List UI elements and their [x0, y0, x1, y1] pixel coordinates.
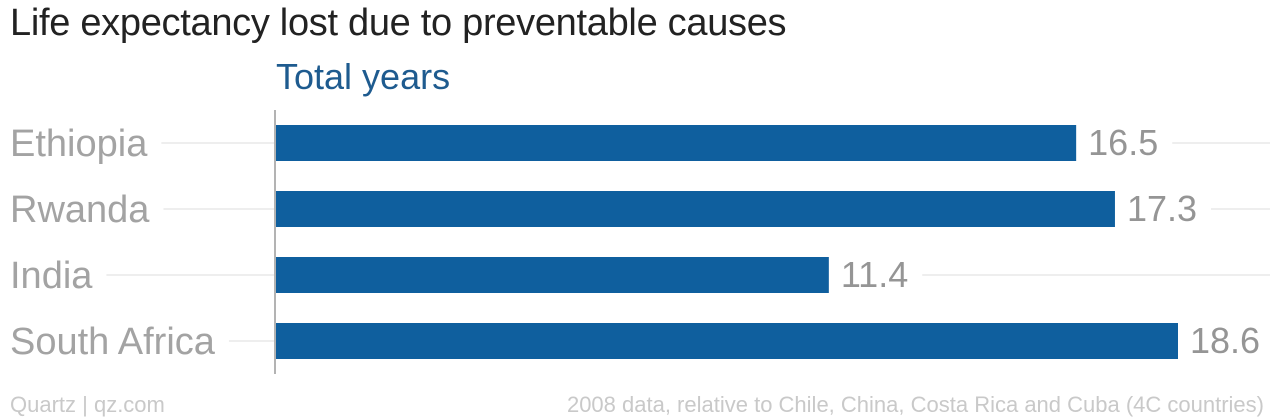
value-label: 16.5: [1088, 122, 1158, 163]
category-label: India: [10, 255, 93, 297]
category-label: Ethiopia: [10, 123, 148, 165]
category-labels: Ethiopia Rwanda India South Africa: [10, 123, 216, 363]
value-labels: 16.5 17.3 11.4 18.6: [841, 122, 1260, 361]
footer-note: 2008 data, relative to Chile, China, Cos…: [566, 392, 1264, 417]
bar-ethiopia: [276, 125, 1077, 161]
category-label: Rwanda: [10, 189, 150, 231]
bar-rwanda: [276, 191, 1115, 227]
bar-south-africa: [276, 323, 1178, 359]
series-label: Total years: [276, 56, 451, 97]
footer-source: Quartz | qz.com: [10, 392, 165, 417]
value-label: 11.4: [841, 254, 908, 295]
value-label: 18.6: [1190, 320, 1260, 361]
bars: [276, 125, 1178, 359]
bar-india: [276, 257, 829, 293]
category-label: South Africa: [10, 321, 216, 363]
gridlines: [106, 142, 1270, 342]
chart-title: Life expectancy lost due to preventable …: [10, 2, 787, 44]
value-label: 17.3: [1127, 188, 1197, 229]
